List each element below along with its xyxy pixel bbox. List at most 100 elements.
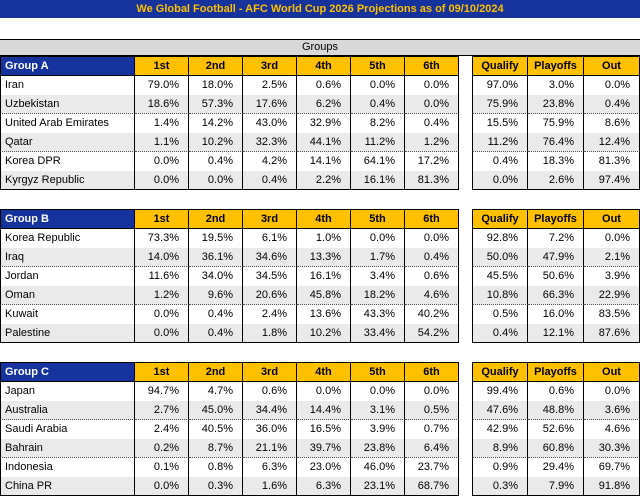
team-name-cell: Korea DPR: [0, 152, 135, 171]
table-gap: [459, 267, 472, 286]
position-value-cell: 54.2%: [405, 324, 459, 343]
table-row: Australia 2.7% 45.0% 34.4% 14.4% 3.1% 0.5% 47.6…: [0, 401, 640, 420]
position-value-cell: 10.2%: [297, 324, 351, 343]
outcome-value-cell: 66.3%: [528, 286, 584, 305]
position-value-cell: 0.6%: [405, 267, 459, 286]
outcome-value-cell: 76.4%: [528, 133, 584, 152]
position-value-cell: 0.0%: [405, 382, 459, 401]
outcome-value-cell: 23.8%: [528, 95, 584, 114]
table-row: Iraq 14.0% 36.1% 34.6% 13.3% 1.7% 0.4% 50.0% 47.…: [0, 248, 640, 267]
team-name-cell: Iraq: [0, 248, 135, 267]
table-gap: [459, 401, 472, 420]
outcome-value-cell: 81.3%: [584, 152, 640, 171]
position-value-cell: 40.2%: [405, 305, 459, 324]
position-value-cell: 2.7%: [135, 401, 189, 420]
outcome-value-cell: 87.6%: [584, 324, 640, 343]
table-row: Qatar 1.1% 10.2% 32.3% 44.1% 11.2% 1.2% 11.2% 76…: [0, 133, 640, 152]
table-row: China PR 0.0% 0.3% 1.6% 6.3% 23.1% 68.7% 0.3% 7.…: [0, 477, 640, 496]
group-label-cell: Group A: [0, 56, 135, 76]
position-value-cell: 32.9%: [297, 114, 351, 133]
outcome-value-cell: 42.9%: [472, 420, 528, 439]
outcome-value-cell: 83.5%: [584, 305, 640, 324]
outcome-value-cell: 0.9%: [472, 458, 528, 477]
position-value-cell: 1.7%: [351, 248, 405, 267]
team-name-cell: Indonesia: [0, 458, 135, 477]
position-value-cell: 1.8%: [243, 324, 297, 343]
position-value-cell: 1.4%: [135, 114, 189, 133]
table-row: Japan 94.7% 4.7% 0.6% 0.0% 0.0% 0.0% 99.4% 0.6% 0…: [0, 382, 640, 401]
position-value-cell: 33.4%: [351, 324, 405, 343]
outcome-value-cell: 69.7%: [584, 458, 640, 477]
table-row: Saudi Arabia 2.4% 40.5% 36.0% 16.5% 3.9% 0.7% 4…: [0, 420, 640, 439]
position-value-cell: 0.0%: [135, 324, 189, 343]
outcome-value-cell: 45.5%: [472, 267, 528, 286]
position-value-cell: 0.4%: [189, 305, 243, 324]
outcome-value-cell: 97.0%: [472, 76, 528, 95]
position-value-cell: 2.4%: [135, 420, 189, 439]
outcome-value-cell: 48.8%: [528, 401, 584, 420]
outcome-value-cell: 3.0%: [528, 76, 584, 95]
group-header-row: Group B 1st 2nd 3rd 4th 5th 6th Qualify …: [0, 209, 640, 229]
position-value-cell: 32.3%: [243, 133, 297, 152]
position-value-cell: 6.1%: [243, 229, 297, 248]
table-row: Uzbekistan 18.6% 57.3% 17.6% 6.2% 0.4% 0.0% 75.…: [0, 95, 640, 114]
position-header-cell: 2nd: [189, 56, 243, 76]
table-gap: [459, 56, 472, 76]
table-gap: [459, 439, 472, 458]
page-title: We Global Football - AFC World Cup 2026 …: [136, 3, 504, 15]
outcome-value-cell: 75.9%: [528, 114, 584, 133]
outcome-value-cell: 0.0%: [472, 171, 528, 190]
position-value-cell: 68.7%: [405, 477, 459, 496]
position-value-cell: 0.8%: [189, 458, 243, 477]
position-value-cell: 0.7%: [405, 420, 459, 439]
outcome-value-cell: 50.0%: [472, 248, 528, 267]
position-value-cell: 57.3%: [189, 95, 243, 114]
outcome-value-cell: 3.9%: [584, 267, 640, 286]
top-spacer: [0, 18, 640, 39]
groups-band: Groups: [0, 39, 640, 56]
position-value-cell: 45.8%: [297, 286, 351, 305]
position-header-cell: 1st: [135, 362, 189, 382]
outcome-value-cell: 3.6%: [584, 401, 640, 420]
outcome-header-cell: Playoffs: [528, 362, 584, 382]
outcome-value-cell: 0.0%: [584, 382, 640, 401]
position-value-cell: 6.4%: [405, 439, 459, 458]
outcome-value-cell: 11.2%: [472, 133, 528, 152]
group-header-row: Group C 1st 2nd 3rd 4th 5th 6th Qualify …: [0, 362, 640, 382]
outcome-value-cell: 29.4%: [528, 458, 584, 477]
position-value-cell: 73.3%: [135, 229, 189, 248]
position-value-cell: 36.1%: [189, 248, 243, 267]
position-value-cell: 10.2%: [189, 133, 243, 152]
team-name-cell: Palestine: [0, 324, 135, 343]
position-value-cell: 0.4%: [351, 95, 405, 114]
position-value-cell: 4.6%: [405, 286, 459, 305]
position-value-cell: 2.2%: [297, 171, 351, 190]
position-value-cell: 0.1%: [135, 458, 189, 477]
team-name-cell: United Arab Emirates: [0, 114, 135, 133]
outcome-value-cell: 15.5%: [472, 114, 528, 133]
table-row: Kuwait 0.0% 0.4% 2.4% 13.6% 43.3% 40.2% 0.5% 16.…: [0, 305, 640, 324]
group-label-cell: Group C: [0, 362, 135, 382]
position-value-cell: 11.2%: [351, 133, 405, 152]
outcome-value-cell: 7.2%: [528, 229, 584, 248]
team-name-cell: Korea Republic: [0, 229, 135, 248]
team-name-cell: Uzbekistan: [0, 95, 135, 114]
position-value-cell: 0.3%: [189, 477, 243, 496]
group-section: Group A 1st 2nd 3rd 4th 5th 6th Qualify …: [0, 56, 640, 190]
position-value-cell: 18.6%: [135, 95, 189, 114]
position-header-cell: 3rd: [243, 362, 297, 382]
position-value-cell: 36.0%: [243, 420, 297, 439]
outcome-value-cell: 0.5%: [472, 305, 528, 324]
position-value-cell: 23.8%: [351, 439, 405, 458]
table-row: Korea Republic 73.3% 19.5% 6.1% 1.0% 0.0% 0.0%…: [0, 229, 640, 248]
position-value-cell: 20.6%: [243, 286, 297, 305]
position-value-cell: 0.0%: [351, 76, 405, 95]
group-rows: Iran 79.0% 18.0% 2.5% 0.6% 0.0% 0.0% 97.0% 3.0% 0…: [0, 76, 640, 190]
table-row: Kyrgyz Republic 0.0% 0.0% 0.4% 2.2% 16.1% 81.3…: [0, 171, 640, 190]
outcome-value-cell: 47.9%: [528, 248, 584, 267]
position-value-cell: 23.0%: [297, 458, 351, 477]
position-value-cell: 0.6%: [243, 382, 297, 401]
group-rows: Korea Republic 73.3% 19.5% 6.1% 1.0% 0.0% 0.0%…: [0, 229, 640, 343]
position-value-cell: 0.0%: [405, 229, 459, 248]
outcome-value-cell: 0.0%: [584, 229, 640, 248]
